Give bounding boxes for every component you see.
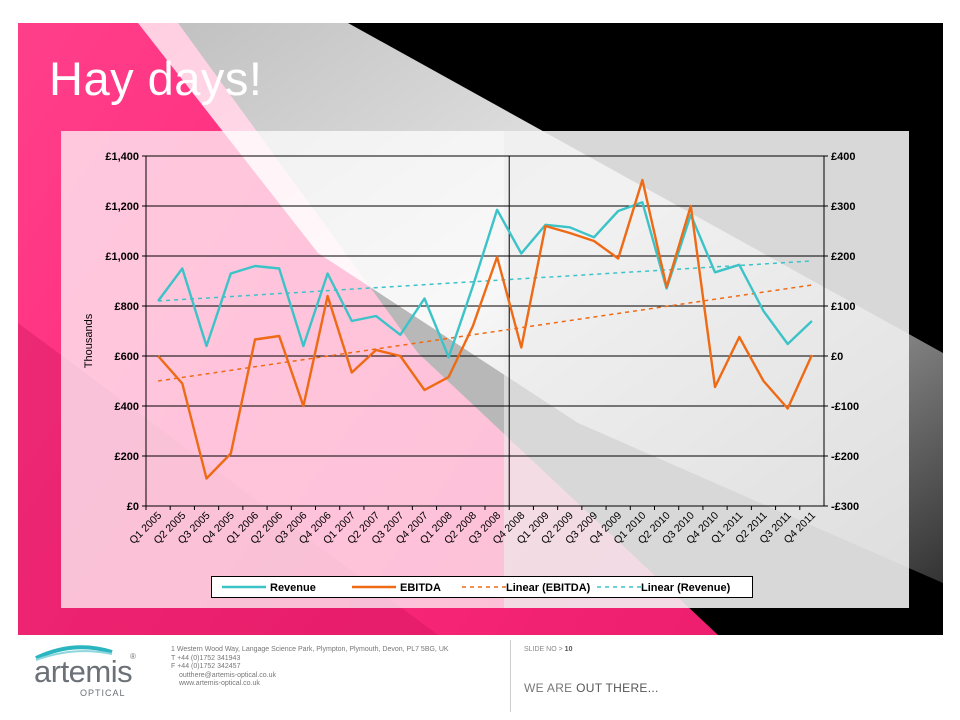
series-line-revenue xyxy=(157,201,813,359)
y-left-tick-label: £1,000 xyxy=(105,251,139,263)
y-left-tick-label: £200 xyxy=(115,451,139,463)
phone-line: T +44 (0)1752 341943 xyxy=(171,654,241,662)
tagline-part-1: WE ARE xyxy=(524,681,573,695)
chart-panel: £0 £200 £400 £600 £800 £1,000 £1,200 £1,400 -£30… xyxy=(61,131,909,608)
slide-title: Hay days! xyxy=(49,52,263,105)
company-logo: artemis ® OPTICAL xyxy=(34,642,144,700)
logo-registered-mark: ® xyxy=(130,652,136,661)
legend-label: Linear (EBITDA) xyxy=(506,582,591,594)
y-right-tick-label: £300 xyxy=(831,201,855,213)
chart-legend: Revenue EBITDA Linear (EBITDA) Linear (Reve… xyxy=(211,576,753,598)
y-left-tick-label: £400 xyxy=(115,401,139,413)
tagline-part-2: OUT THERE... xyxy=(576,681,659,695)
chart-background-right xyxy=(504,131,909,608)
series-lines xyxy=(157,178,813,480)
footer-divider xyxy=(510,640,511,712)
trendline-linear-revenue- xyxy=(158,260,812,302)
fax-line: F +44 (0)1752 342457 xyxy=(171,663,241,670)
y-left-tick-label: £600 xyxy=(115,351,139,363)
y-left-tick-label: £1,400 xyxy=(105,151,139,163)
legend-svg: Revenue EBITDA Linear (EBITDA) Linear (Reve… xyxy=(222,582,731,594)
email-link[interactable]: outthere@artemis-optical.co.uk xyxy=(179,671,276,679)
y-right-tick-label: £200 xyxy=(831,251,855,263)
y-right-tick-label: -£200 xyxy=(831,451,859,463)
trendlines xyxy=(157,260,813,382)
axes xyxy=(142,155,828,510)
y-right-tick-label: £100 xyxy=(831,301,855,313)
footer: artemis ® OPTICAL 1 Western Wood Way, La… xyxy=(0,635,960,720)
slide-area: Hay days! £0 £200 £400 £600 £800 £1,000 £1,200… xyxy=(18,23,943,635)
slide-number: SLIDE NO > 10 xyxy=(524,646,572,653)
trendline-linear-ebitda- xyxy=(157,284,813,382)
logo-subtitle: OPTICAL xyxy=(80,688,126,698)
legend-label: Linear (Revenue) xyxy=(641,582,731,594)
y-right-tick-label: -£300 xyxy=(831,501,859,513)
logo-swoosh-icon xyxy=(35,645,113,661)
slide-number-label: SLIDE NO > xyxy=(524,646,563,653)
series-line-ebitda xyxy=(157,178,813,480)
y-right-tick-label: £400 xyxy=(831,151,855,163)
y-right-tick-label: -£100 xyxy=(831,401,859,413)
y-right-tick-label: £0 xyxy=(831,351,843,363)
legend-label: Revenue xyxy=(270,582,316,594)
legend-label: EBITDA xyxy=(400,582,441,594)
tagline: WE ARE OUT THERE... xyxy=(524,681,659,695)
y-axis-label: Thousands xyxy=(83,313,95,368)
slide-number-value: 10 xyxy=(564,646,573,653)
logo-wordmark: artemis xyxy=(34,654,133,689)
address-line: 1 Western Wood Way, Langage Science Park… xyxy=(171,646,449,653)
chart-svg: £0 £200 £400 £600 £800 £1,000 £1,200 £1,400 -£30… xyxy=(61,131,909,608)
y-left-tick-label: £0 xyxy=(127,501,139,513)
y-left-tick-label: £800 xyxy=(115,301,139,313)
company-address: 1 Western Wood Way, Langage Science Park… xyxy=(171,646,449,689)
website-link[interactable]: www.artemis-optical.co.uk xyxy=(179,680,260,687)
y-left-tick-label: £1,200 xyxy=(105,201,139,213)
